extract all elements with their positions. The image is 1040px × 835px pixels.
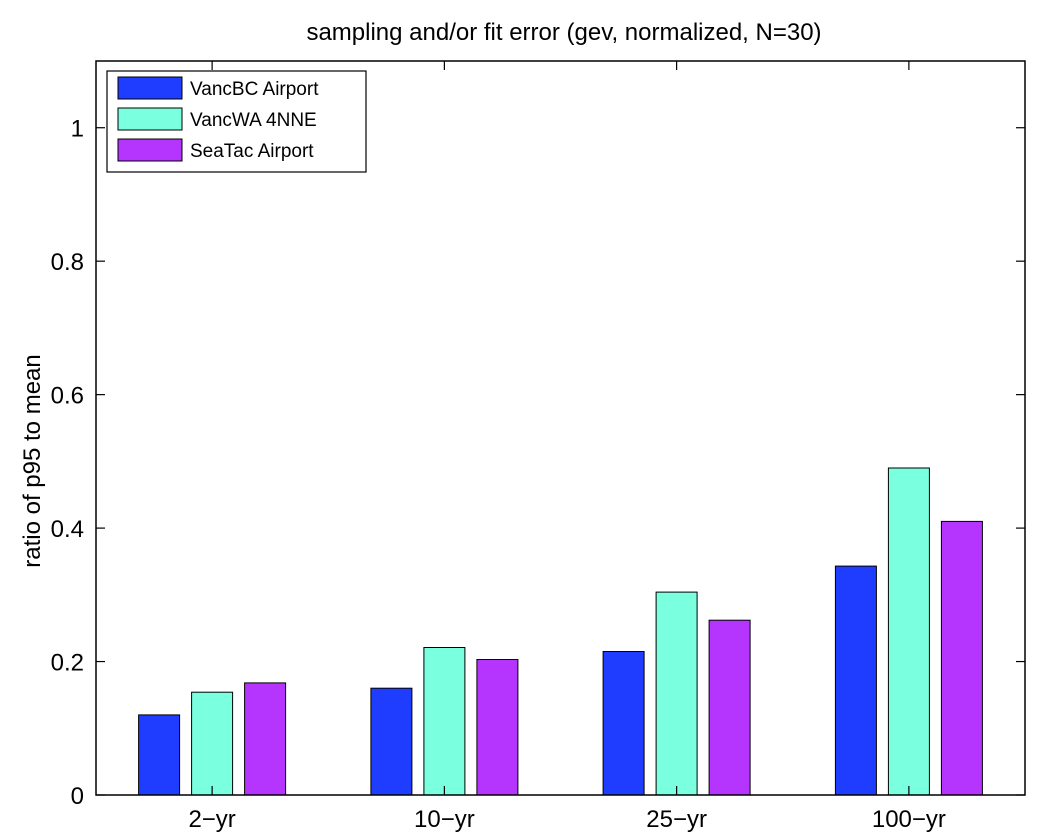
plot-area-frame [95, 60, 1026, 796]
ticks-group: 0 0.2 0.4 0.6 0.8 1 2−yr 10−yr 25−yr 100−yr [51, 61, 1025, 833]
y-tick-label: 0 [71, 783, 84, 810]
y-tick-label: 1 [71, 116, 84, 143]
y-tick-label: 0.8 [51, 249, 84, 276]
bar-3-1 [244, 682, 287, 796]
y-tick-label: 0.6 [51, 383, 84, 410]
legend-label-3: SeaTac Airport [190, 141, 314, 162]
bar-1-1 [138, 714, 181, 796]
bar-1-3 [602, 651, 645, 796]
bar-3-3 [708, 619, 751, 796]
legend-swatch-2 [117, 107, 183, 131]
bar-3-4 [940, 520, 983, 796]
legend: VancBC Airport VancWA 4NNE SeaTac Airport [106, 70, 367, 173]
chart-title: sampling and/or fit error (gev, normaliz… [306, 19, 821, 46]
x-tick-label: 100−yr [872, 806, 946, 833]
legend-label-2: VancWA 4NNE [190, 110, 317, 131]
bar-1-4 [834, 565, 877, 796]
legend-swatch-1 [117, 76, 183, 100]
y-axis-label: ratio of p95 to mean [19, 354, 46, 567]
bars-group [138, 467, 983, 796]
x-tick-label: 10−yr [414, 806, 475, 833]
x-tick-label: 2−yr [188, 806, 235, 833]
bar-1-2 [370, 687, 413, 796]
legend-swatch-3 [117, 138, 183, 162]
bar-3-2 [476, 659, 519, 796]
y-tick-label: 0.4 [51, 516, 84, 543]
bar-2-1 [191, 691, 234, 796]
y-tick-label: 0.2 [51, 650, 84, 677]
x-tick-label: 25−yr [646, 806, 707, 833]
bar-2-3 [655, 591, 698, 796]
bar-2-2 [423, 647, 466, 796]
legend-label-1: VancBC Airport [190, 79, 319, 100]
bar-2-4 [887, 467, 930, 796]
